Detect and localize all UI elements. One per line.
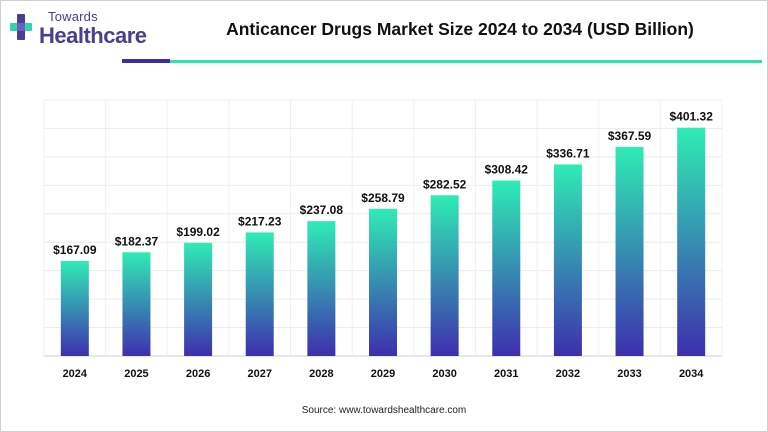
bars: [60, 127, 706, 356]
x-tick-2033: 2033: [617, 368, 641, 380]
x-tick-2031: 2031: [494, 368, 518, 380]
data-label-2026: $199.02: [176, 225, 220, 239]
x-tick-2032: 2032: [556, 368, 580, 380]
brand-name-main: Healthcare: [39, 23, 147, 48]
bar-2031: [492, 180, 521, 356]
data-label-2034: $401.32: [669, 110, 713, 124]
x-tick-2024: 2024: [63, 368, 88, 380]
x-tick-2025: 2025: [124, 368, 148, 380]
x-tick-2030: 2030: [432, 368, 456, 380]
bar-2029: [369, 208, 397, 356]
x-tick-2034: 2034: [679, 368, 704, 380]
x-tick-2028: 2028: [309, 368, 333, 380]
data-labels: $167.09 $182.37 $199.02 $217.23 $237.08 $258.…: [53, 110, 713, 257]
bar-2028: [307, 221, 336, 356]
brand-name-top: Towards: [48, 9, 98, 24]
x-tick-labels: 2024 2025 2026 2027 2028 2029 2030 2031 2032 2033…: [63, 368, 705, 380]
medical-cross-icon: [10, 14, 32, 40]
bar-2025: [122, 252, 151, 356]
data-label-2024: $167.09: [53, 243, 97, 257]
bar-2027: [245, 232, 274, 356]
title-rule: [170, 60, 762, 63]
bar-2026: [184, 242, 213, 356]
chart-title: Anticancer Drugs Market Size 2024 to 203…: [226, 19, 694, 39]
data-label-2028: $237.08: [300, 203, 344, 217]
x-tick-2027: 2027: [247, 368, 271, 380]
brand-logo: Towards Healthcare: [10, 8, 147, 52]
data-label-2025: $182.37: [115, 234, 159, 248]
data-label-2031: $308.42: [485, 163, 529, 177]
source-note: Source: www.towardshealthcare.com: [301, 405, 467, 416]
data-label-2033: $367.59: [608, 129, 652, 143]
title-rule-accent: [122, 59, 170, 63]
bar-2033: [615, 146, 644, 356]
data-label-2029: $258.79: [361, 191, 405, 205]
data-label-2027: $217.23: [238, 214, 282, 228]
bar-2024: [60, 260, 89, 356]
data-label-2032: $336.71: [546, 146, 590, 160]
bar-2030: [430, 195, 459, 356]
x-tick-2026: 2026: [186, 368, 210, 380]
bar-2034: [677, 127, 706, 356]
data-label-2030: $282.52: [423, 177, 467, 191]
bar-2032: [553, 164, 582, 356]
x-tick-2029: 2029: [371, 368, 395, 380]
